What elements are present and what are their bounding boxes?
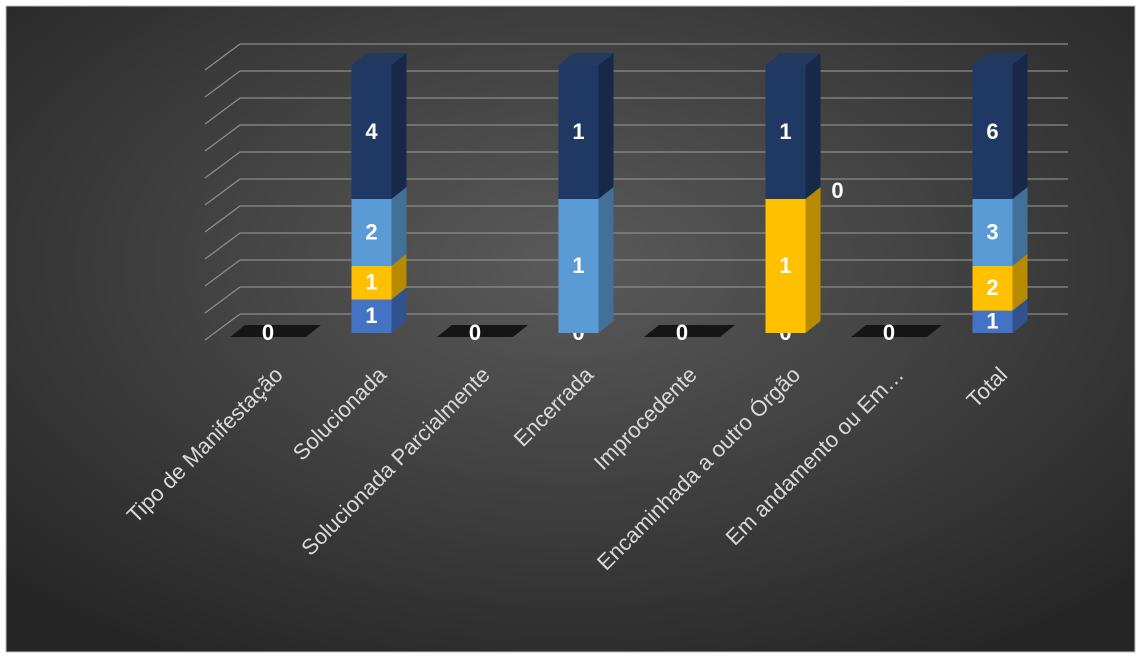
data-label: 2 [986, 275, 998, 300]
data-label: 4 [365, 119, 378, 144]
bar-face [805, 187, 821, 333]
data-label: 0 [831, 178, 843, 203]
bar-face [765, 65, 806, 199]
bar-face [1012, 254, 1028, 311]
floor-slab [437, 325, 528, 337]
floor-slab [230, 325, 321, 337]
bar-face [972, 310, 1013, 333]
bar-face [765, 53, 821, 65]
data-label: 0 [676, 320, 688, 345]
data-label: 3 [986, 219, 998, 244]
data-label: 1 [365, 303, 377, 328]
bar-face [351, 266, 392, 300]
grid-line [204, 43, 1068, 71]
bar-segment [765, 53, 821, 199]
bar-segment [351, 53, 407, 199]
bar-face [972, 266, 1013, 311]
bar-face [391, 254, 407, 300]
bar-segment [765, 187, 821, 333]
data-label: 0 [883, 320, 895, 345]
data-label: 1 [572, 253, 584, 278]
bar-face [1012, 187, 1028, 266]
bar-face [558, 53, 614, 65]
bar-face [598, 187, 614, 333]
bar-segment [972, 53, 1028, 199]
data-label: 0 [262, 320, 274, 345]
bar-face [558, 65, 599, 199]
data-label: 1 [779, 253, 791, 278]
bar-face [1012, 53, 1028, 199]
bar-face [972, 65, 1013, 199]
bar-segment [558, 187, 614, 333]
bar-face [558, 199, 599, 333]
bar-face [972, 199, 1013, 266]
bar-face [598, 53, 614, 199]
data-label: 6 [986, 119, 998, 144]
bar-face [972, 53, 1028, 65]
data-label: 1 [986, 309, 998, 334]
floor-slab [851, 325, 942, 337]
floor-slab [644, 325, 735, 337]
bar-face [351, 53, 407, 65]
bar-face [351, 65, 392, 199]
bar-face [805, 53, 821, 199]
data-label: 1 [572, 119, 584, 144]
data-label: 2 [365, 219, 377, 244]
data-label: 0 [469, 320, 481, 345]
bar-face [765, 199, 806, 333]
bar-face [391, 187, 407, 266]
bar-segment [558, 53, 614, 199]
data-label: 1 [365, 270, 377, 295]
bar-face [351, 299, 392, 333]
bar-face [351, 199, 392, 266]
bar-face [391, 53, 407, 199]
bar-face [1012, 298, 1028, 333]
bar-face [391, 287, 407, 333]
data-label: 1 [779, 119, 791, 144]
